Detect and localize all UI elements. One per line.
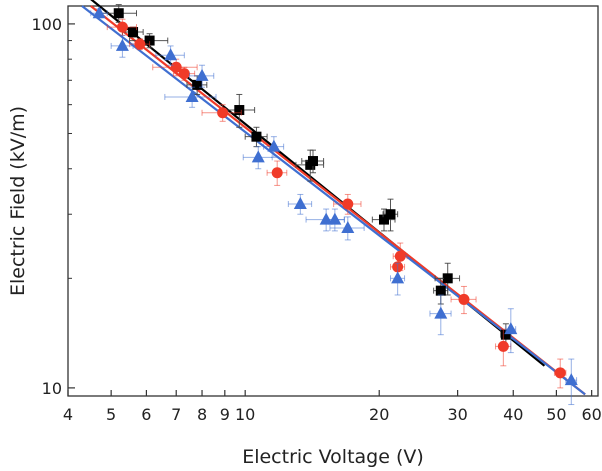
data-point-square <box>301 149 325 174</box>
x-tick-label: 6 <box>141 405 151 424</box>
x-axis-title: Electric Voltage (V) <box>242 446 424 468</box>
data-point-circle <box>333 193 362 215</box>
data-point-square <box>382 198 399 232</box>
data-point-circle <box>553 358 567 389</box>
data-point-triangle <box>287 193 313 215</box>
data-point-triangle <box>242 146 273 170</box>
data-point-triangle <box>429 294 452 336</box>
data-point-triangle <box>389 262 406 296</box>
data-point-triangle <box>164 86 217 108</box>
data-points <box>90 4 578 406</box>
y-axis-title: Electric Field (kV/m) <box>7 106 29 296</box>
data-point-square <box>371 208 396 232</box>
x-axis-ticks: 4 5 6 7 8 9 10 20 30 40 50 60 <box>63 390 602 424</box>
data-point-triangle <box>90 6 108 19</box>
x-tick-label: 60 <box>581 405 601 424</box>
x-tick-label: 4 <box>63 405 73 424</box>
data-point-square <box>244 126 268 148</box>
plot-frame <box>67 5 599 397</box>
x-tick-label: 50 <box>546 405 566 424</box>
data-point-triangle <box>263 136 285 158</box>
data-point-triangle <box>329 216 365 241</box>
y-tick-label: 100 <box>31 15 62 34</box>
data-point-circle <box>450 285 477 315</box>
x-tick-label: 8 <box>197 405 207 424</box>
data-point-triangle <box>324 208 345 232</box>
x-tick-label: 30 <box>447 405 467 424</box>
data-point-triangle <box>155 45 185 66</box>
data-point-triangle <box>110 34 134 58</box>
x-tick-label: 9 <box>220 405 230 424</box>
x-tick-label: 7 <box>171 405 181 424</box>
x-tick-label: 5 <box>106 405 116 424</box>
x-tick-label: 20 <box>369 405 389 424</box>
data-point-circle <box>106 18 137 36</box>
data-point-triangle <box>504 308 518 354</box>
data-point-triangle <box>189 64 215 88</box>
data-point-circle <box>266 160 288 186</box>
x-tick-label: 10 <box>235 405 255 424</box>
y-axis-ticks: 10 100 <box>31 15 75 398</box>
y-tick-label: 10 <box>42 379 62 398</box>
x-tick-label: 40 <box>503 405 523 424</box>
data-point-circle <box>201 104 242 122</box>
data-point-triangle <box>564 358 578 406</box>
